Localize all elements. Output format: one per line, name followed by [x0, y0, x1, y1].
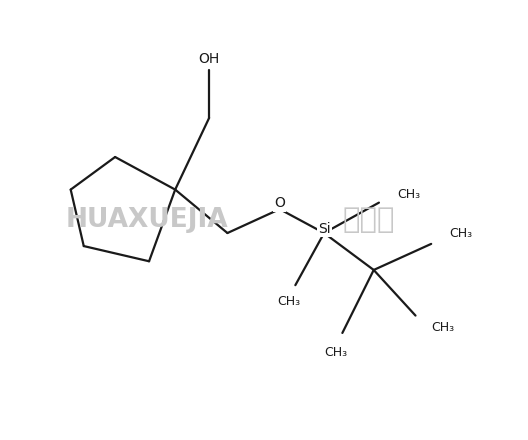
Text: O: O: [274, 197, 285, 210]
Text: CH₃: CH₃: [397, 188, 420, 202]
Text: OH: OH: [199, 52, 220, 66]
Text: CH₃: CH₃: [449, 227, 473, 239]
Text: HUAXUEJIA: HUAXUEJIA: [65, 207, 228, 233]
Text: 化学加: 化学加: [342, 206, 395, 234]
Text: CH₃: CH₃: [278, 295, 300, 308]
Text: Si: Si: [318, 222, 331, 236]
Text: CH₃: CH₃: [431, 321, 454, 334]
Text: CH₃: CH₃: [325, 346, 347, 359]
